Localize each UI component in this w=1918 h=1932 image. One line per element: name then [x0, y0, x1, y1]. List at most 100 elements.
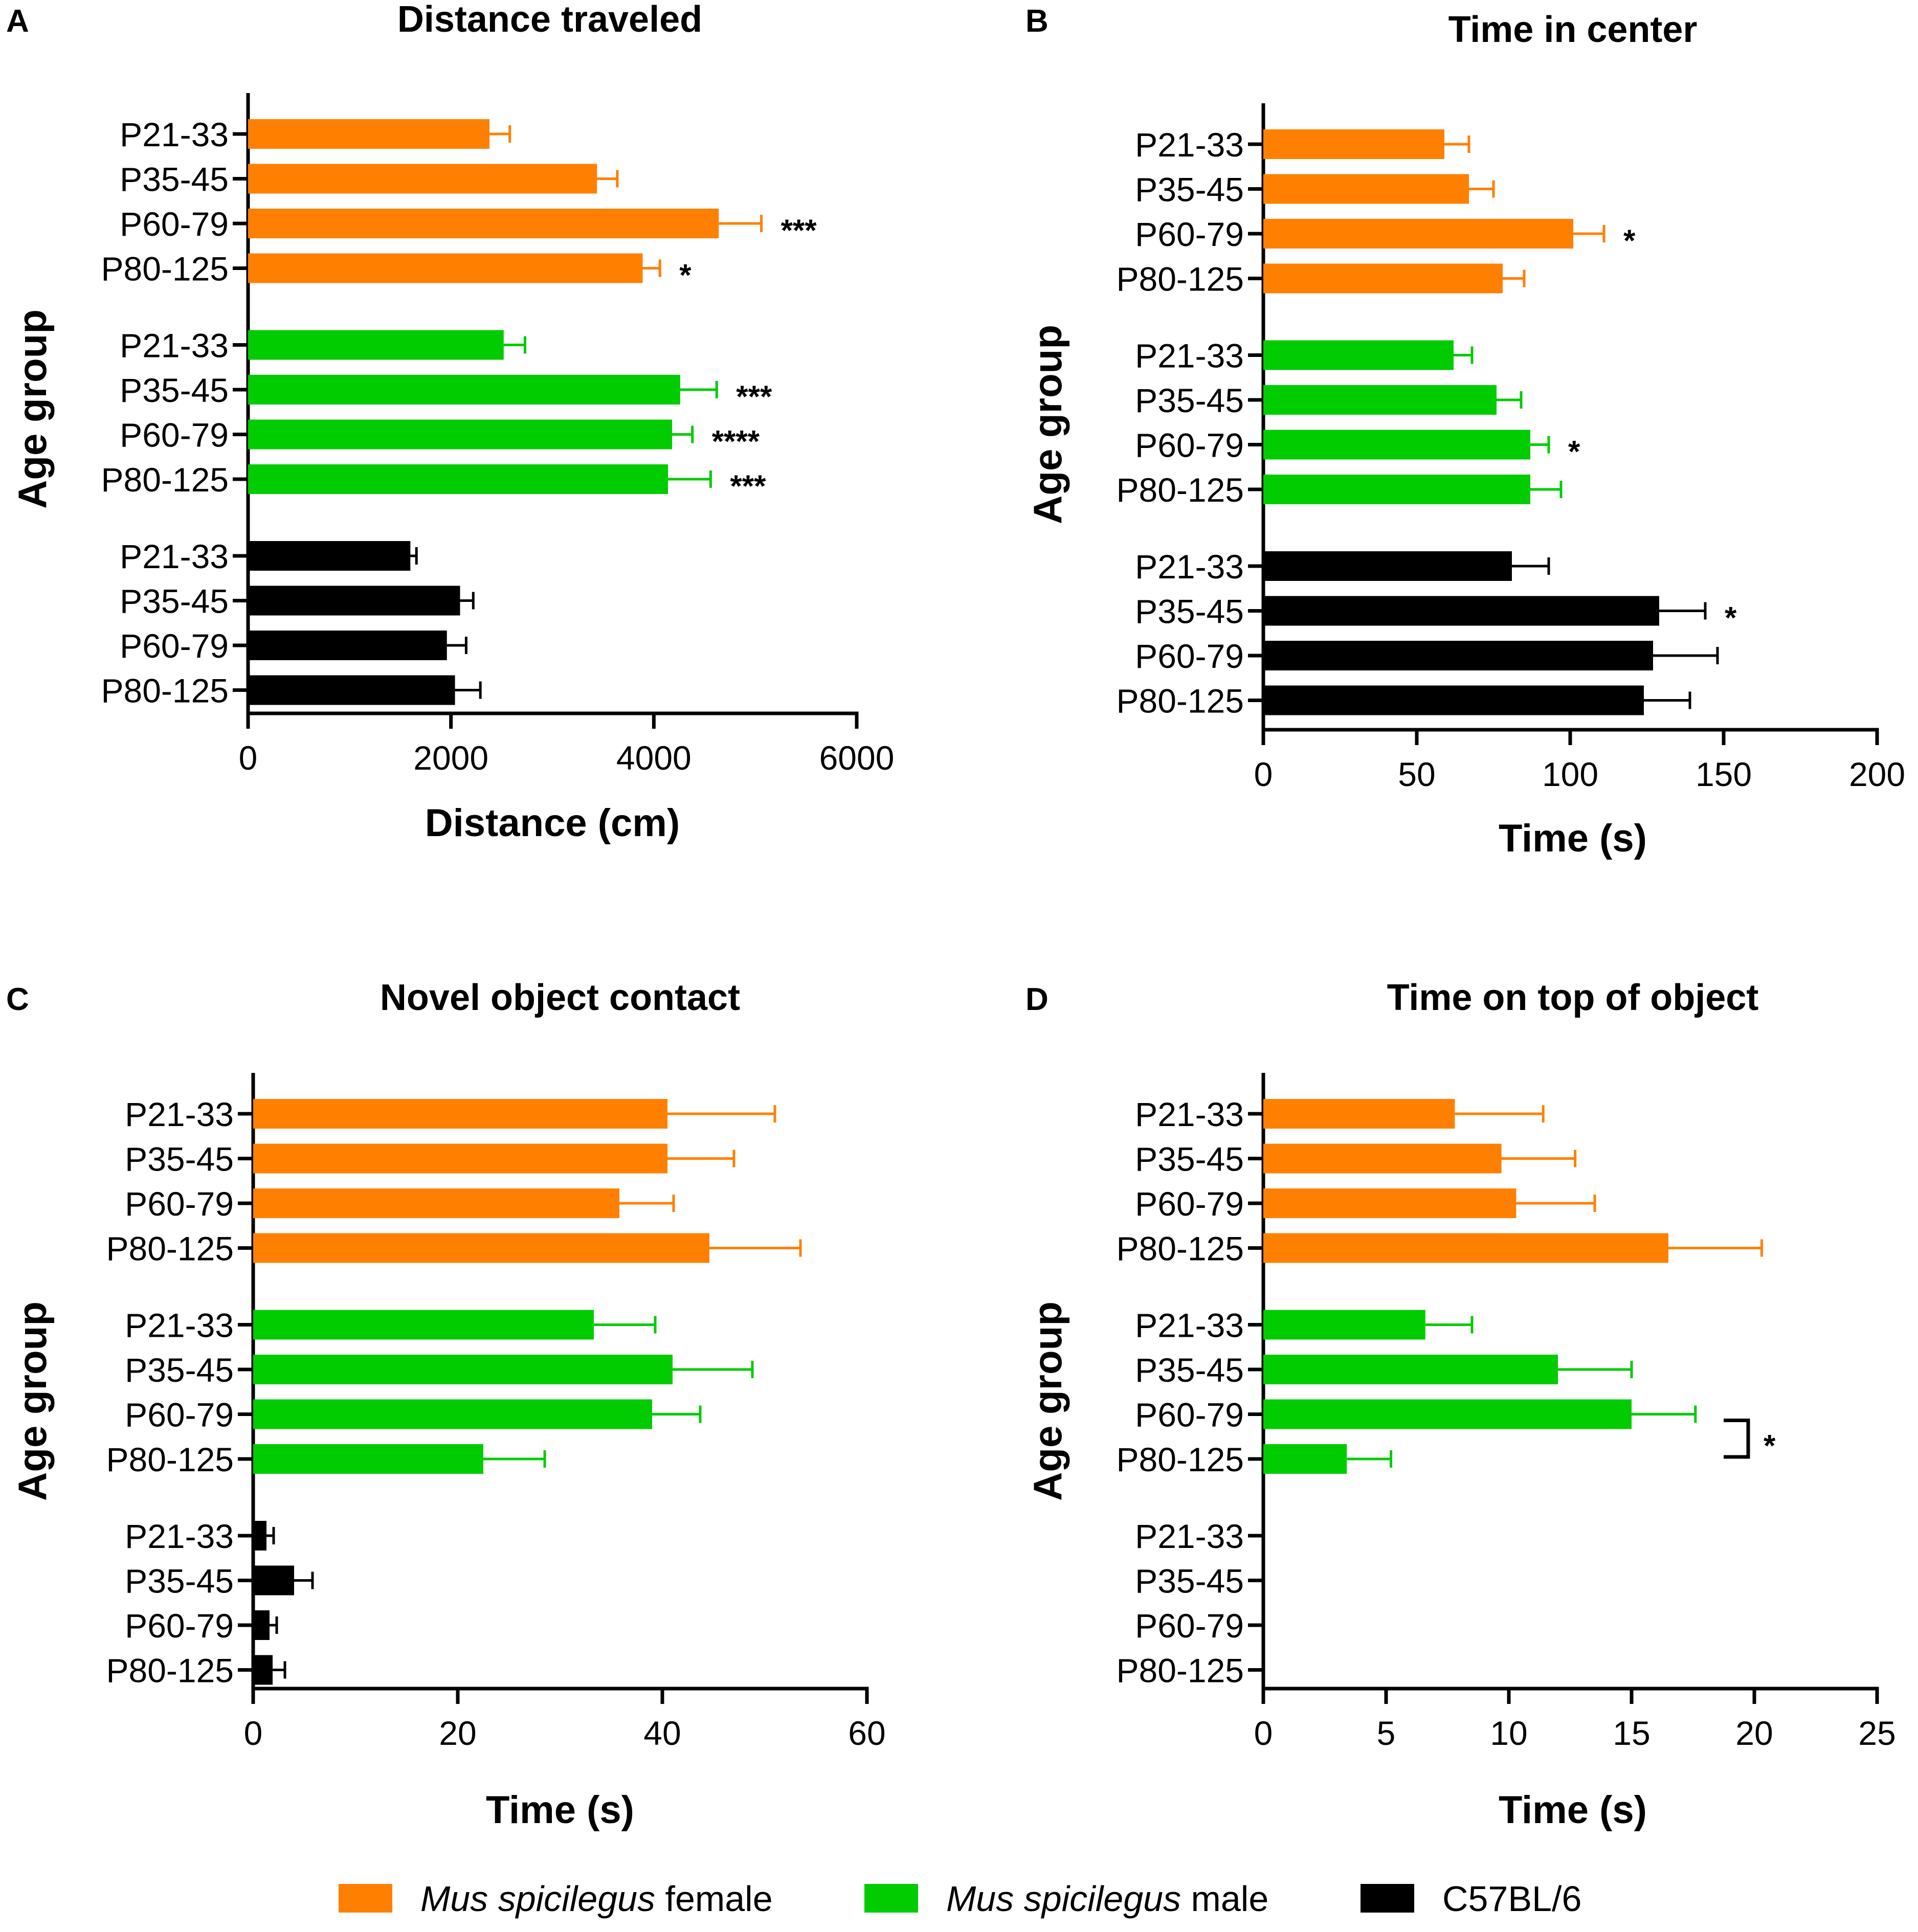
legend-label-group: female [655, 1879, 773, 1919]
category-label: P80-125 [101, 672, 229, 710]
bar [1263, 685, 1644, 715]
series-female: P21-33 P35-45 P60-79 * P80-125 [1116, 126, 1636, 298]
category-label: P80-125 [1116, 682, 1244, 720]
bar [1263, 263, 1503, 294]
legend-item-c57: C57BL/6 [1361, 1879, 1581, 1919]
x-tick-label: 100 [1542, 755, 1598, 793]
category-label: P21-33 [120, 327, 229, 365]
significance-label: *** [781, 213, 817, 248]
bar [253, 1521, 266, 1551]
category-label: P80-125 [1116, 260, 1244, 298]
category-label: P35-45 [1135, 1562, 1244, 1600]
bar [1263, 1143, 1502, 1174]
category-label: P60-79 [125, 1185, 234, 1223]
legend-swatch [864, 1884, 918, 1913]
significance-label: *** [730, 469, 766, 503]
series-c57: P21-33 P35-45 * P60-79 P80-125 [1116, 548, 1737, 720]
significance-label: * [1568, 435, 1580, 469]
series-male: P21-33 P35-45 P60-79 P80-125 [1116, 1307, 1697, 1478]
bar [253, 1655, 273, 1685]
category-label: P21-33 [120, 537, 229, 575]
category-label: P60-79 [120, 627, 229, 665]
category-label: P60-79 [1135, 637, 1244, 675]
significance-label: * [1623, 223, 1636, 258]
x-tick-label: 10 [1490, 1714, 1527, 1752]
x-axis-label: Time (s) [1499, 1788, 1647, 1832]
bar [1263, 1099, 1455, 1129]
significance-label: * [1725, 601, 1737, 635]
panel-d: D Time on top of object 0 5 10 15 20 25 Time (s)… [1025, 977, 1896, 1832]
chart-title: Distance traveled [397, 0, 702, 40]
category-label: P35-45 [1135, 593, 1244, 631]
x-tick-label: 60 [848, 1714, 885, 1752]
x-tick-label: 20 [1735, 1714, 1773, 1752]
x-axis-label: Time (s) [1499, 817, 1647, 860]
y-axis-label: Age group [1025, 1301, 1070, 1501]
series-male: P21-33 P35-45 *** P60-79 **** P80-125 *** [101, 327, 772, 504]
bar [253, 1310, 594, 1340]
legend-item-female: Mus spicilegus female [339, 1879, 773, 1919]
bar [1263, 174, 1469, 204]
bar [253, 1399, 652, 1429]
x-axis-label: Time (s) [486, 1788, 634, 1832]
legend-label-species: Mus spicilegus [420, 1879, 655, 1919]
bar [1263, 430, 1530, 460]
category-label: P21-33 [125, 1517, 234, 1555]
bar [1263, 385, 1497, 415]
bar [1263, 596, 1659, 626]
bar [248, 675, 455, 705]
category-label: P80-125 [106, 1652, 234, 1690]
bar [1263, 1233, 1668, 1263]
bar [248, 253, 643, 283]
category-label: P21-33 [1135, 548, 1244, 586]
bar [253, 1610, 270, 1640]
category-label: P21-33 [1135, 126, 1244, 164]
series-male: P21-33 P35-45 P60-79 P80-125 [106, 1307, 754, 1478]
bar [248, 541, 411, 571]
series-female: P21-33 P35-45 P60-79 P80-125 [106, 1095, 802, 1268]
series-female: P21-33 P35-45 P60-79 *** P80-125 * [101, 116, 817, 293]
bar [248, 631, 447, 660]
bar [1263, 1310, 1425, 1340]
category-label: P60-79 [125, 1607, 234, 1645]
x-tick-label: 50 [1398, 755, 1435, 793]
legend-item-male: Mus spicilegus male [864, 1879, 1268, 1919]
legend-label: Mus spicilegus male [946, 1879, 1268, 1919]
bar [1263, 475, 1530, 504]
category-label: P60-79 [120, 205, 229, 243]
bar [1263, 1355, 1558, 1384]
legend-label-group: C57BL/6 [1442, 1879, 1581, 1919]
x-tick-label: 15 [1613, 1714, 1650, 1752]
category-label: P60-79 [1135, 1396, 1244, 1434]
panel-c: C Novel object contact 0 20 40 60 Time (s) Age … [6, 977, 886, 1832]
series-male: P21-33 P35-45 P60-79 * P80-125 [1116, 337, 1580, 509]
chart-title: Novel object contact [380, 977, 740, 1018]
category-label: P35-45 [125, 1562, 234, 1600]
x-tick-label: 2000 [413, 739, 488, 777]
x-tick-label: 0 [1254, 755, 1273, 793]
category-label: P21-33 [120, 116, 229, 153]
panel-letter: A [6, 4, 29, 39]
category-label: P60-79 [120, 416, 229, 454]
category-label: P35-45 [120, 582, 229, 620]
x-tick-label: 40 [643, 1714, 681, 1752]
bar [248, 419, 673, 450]
y-axis-label: Age group [10, 1301, 55, 1501]
bar [1263, 551, 1512, 581]
category-label: P35-45 [120, 371, 229, 409]
category-label: P35-45 [1135, 381, 1244, 419]
x-tick-label: 20 [439, 1714, 476, 1752]
category-label: P21-33 [125, 1307, 234, 1344]
category-label: P21-33 [1135, 337, 1244, 375]
bar [253, 1099, 667, 1129]
x-tick-label: 25 [1858, 1714, 1895, 1752]
chart-title: Time on top of object [1387, 977, 1759, 1018]
category-label: P80-125 [101, 461, 229, 499]
x-axis-label: Distance (cm) [425, 801, 680, 845]
bar [248, 164, 597, 194]
bar [248, 209, 719, 238]
bar [1263, 340, 1454, 370]
bar [1263, 219, 1573, 249]
category-label: P35-45 [125, 1140, 234, 1178]
bar [1263, 1399, 1632, 1429]
